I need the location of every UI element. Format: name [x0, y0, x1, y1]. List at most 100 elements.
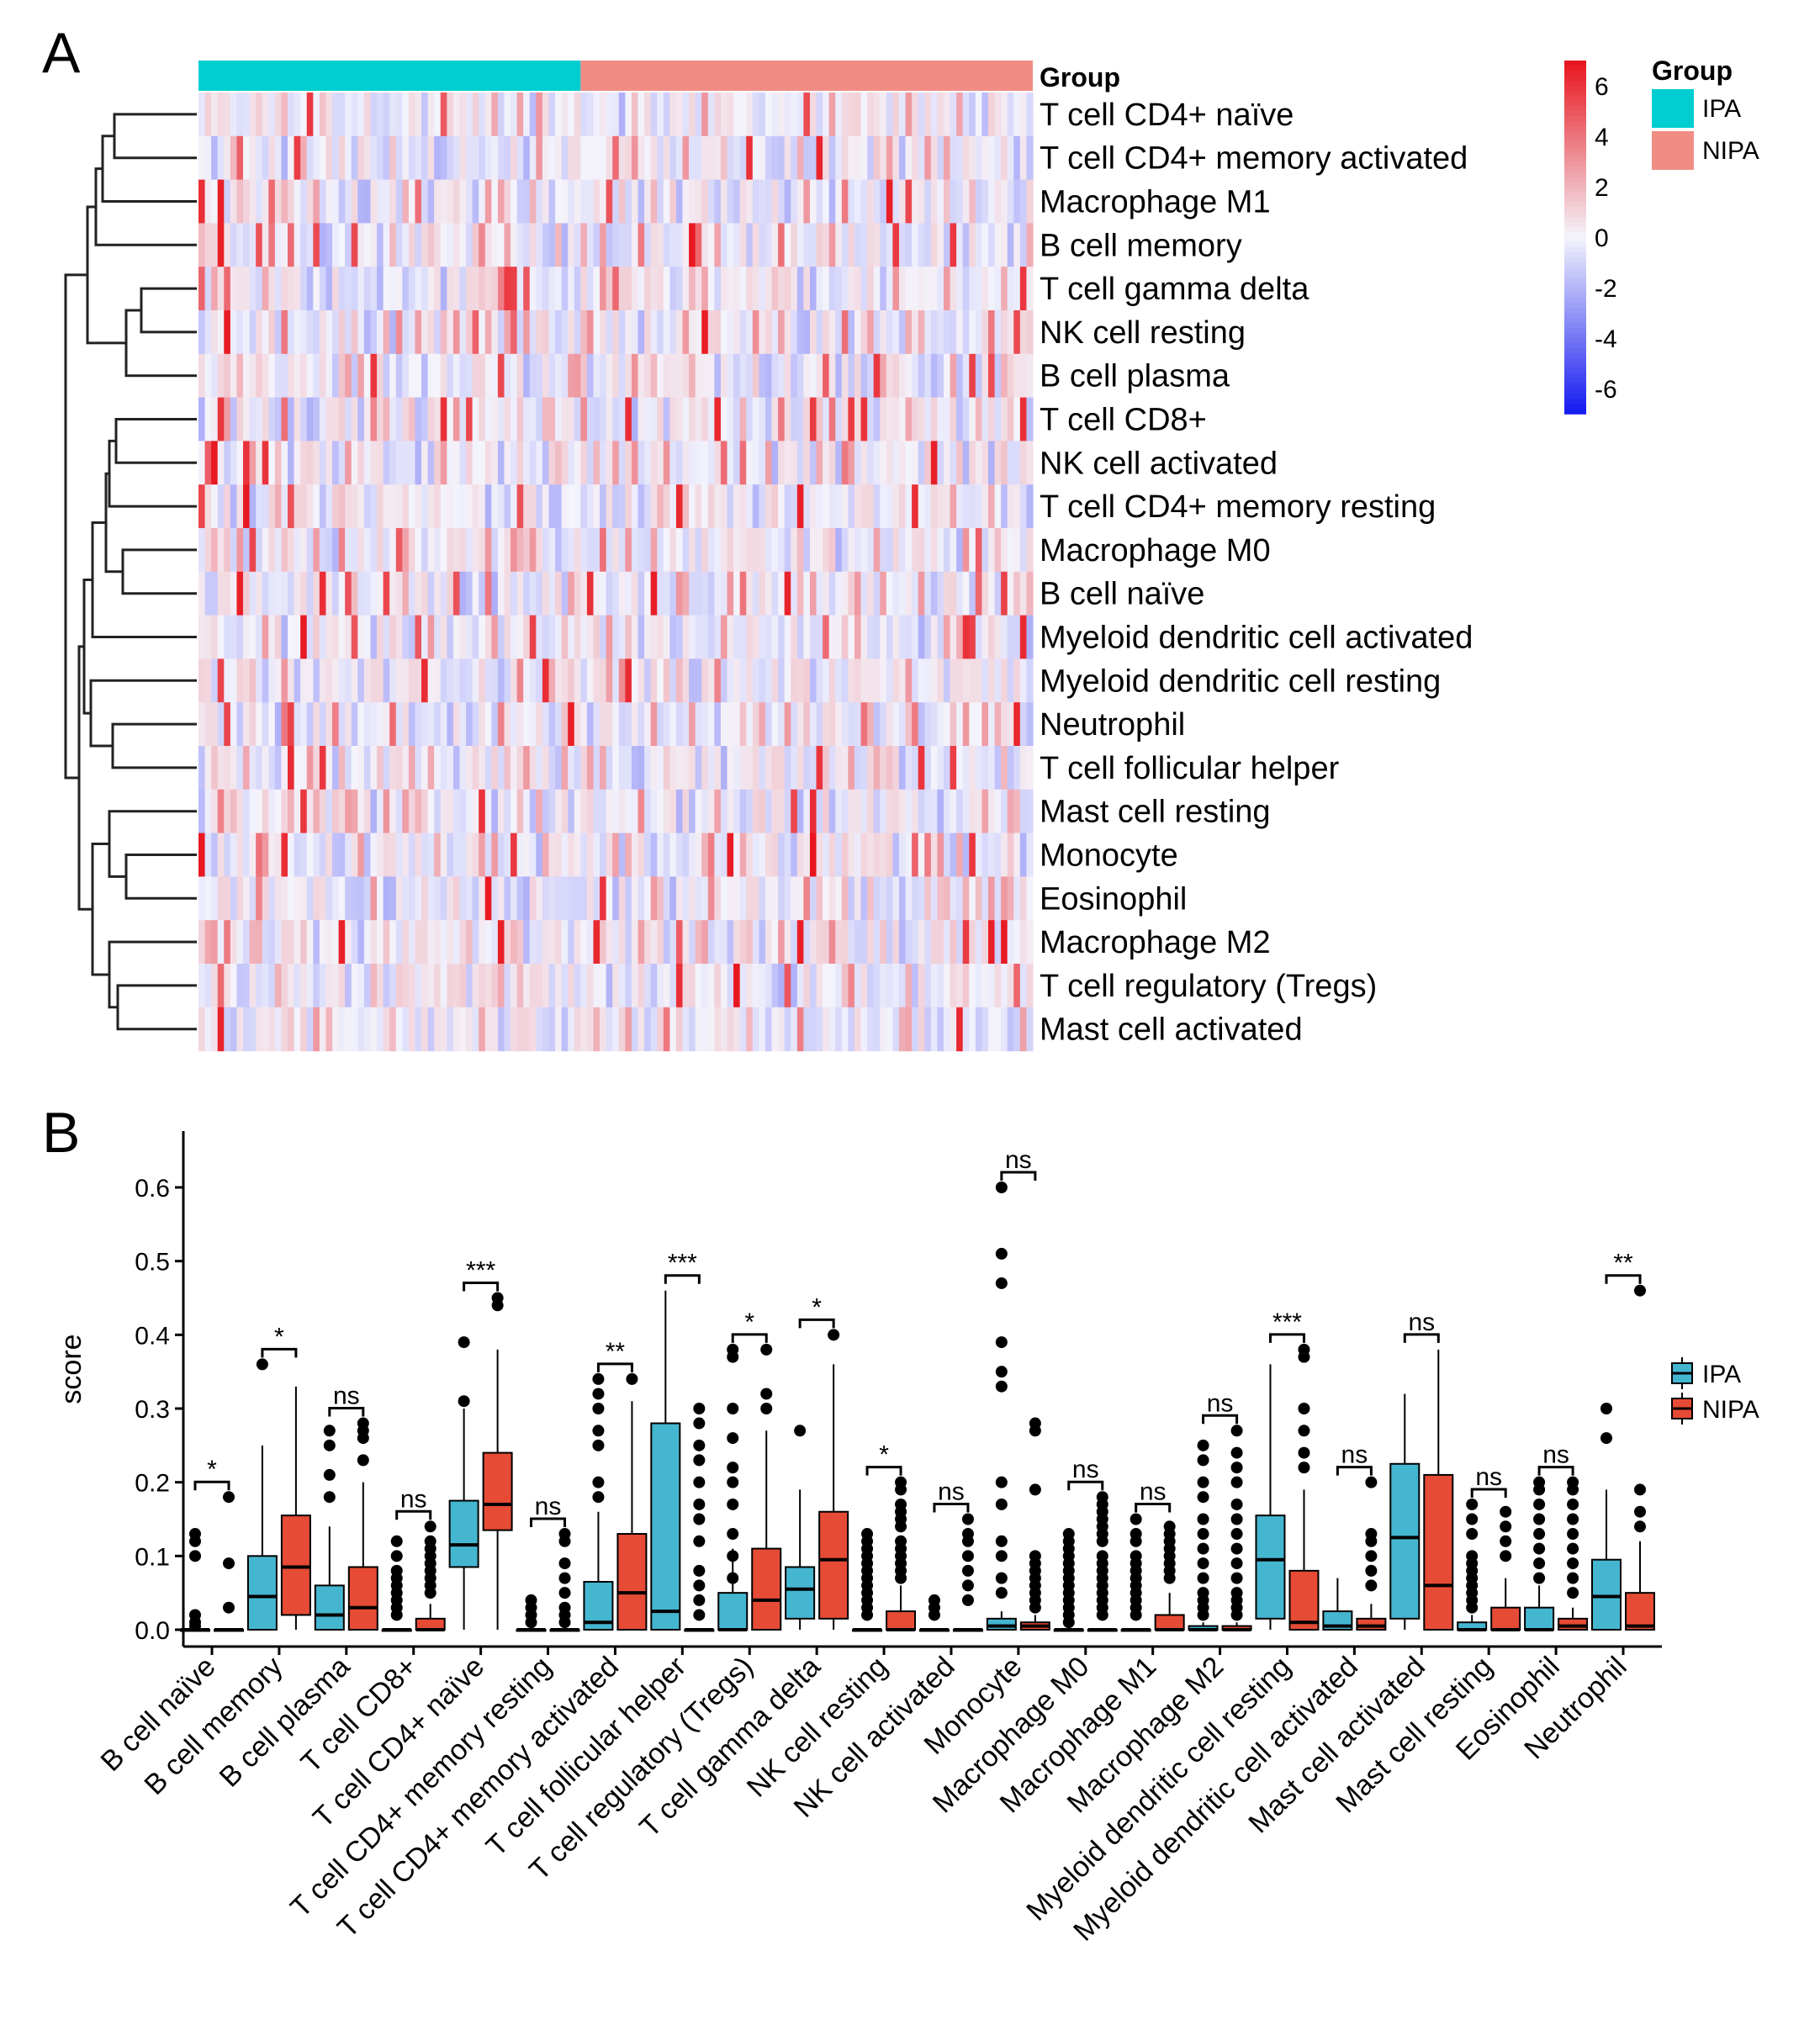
heatmap-cell	[937, 920, 944, 965]
heatmap-cell	[427, 93, 435, 137]
heatmap-cell	[695, 397, 702, 441]
heatmap-cell	[288, 93, 295, 137]
box-outlier	[1567, 1557, 1579, 1570]
heatmap-cell	[548, 528, 556, 573]
heatmap-cell	[994, 93, 1002, 137]
heatmap-cell	[427, 397, 435, 441]
heatmap-cell	[631, 702, 639, 747]
heatmap-cell	[765, 571, 773, 616]
heatmap-cell	[950, 702, 957, 747]
box-outlier	[424, 1520, 436, 1533]
heatmap-cell	[377, 179, 384, 224]
heatmap-cell	[211, 441, 219, 485]
heatmap-cell	[561, 658, 569, 703]
heatmap-cell	[695, 658, 702, 703]
heatmap-cell	[363, 920, 372, 965]
heatmap-cell	[796, 353, 804, 399]
heatmap-cell	[657, 441, 664, 485]
heatmap-cell	[1013, 441, 1021, 485]
heatmap-cell	[586, 833, 595, 877]
heatmap-cell	[363, 179, 372, 224]
heatmap-cell	[924, 746, 932, 790]
heatmap-cell	[841, 658, 849, 703]
heatmap-cell	[701, 833, 709, 877]
heatmap-cell	[274, 441, 283, 485]
heatmap-cell	[452, 223, 461, 267]
heatmap-cell	[370, 615, 378, 659]
heatmap-cell	[873, 658, 881, 703]
heatmap-cell	[867, 920, 875, 965]
heatmap-cell	[950, 179, 957, 224]
heatmap-cell	[631, 223, 639, 267]
heatmap-cell	[555, 179, 563, 224]
heatmap-cell	[873, 310, 881, 355]
heatmap-cell	[663, 484, 670, 529]
heatmap-cell	[262, 658, 269, 703]
heatmap-cell	[402, 93, 410, 137]
heatmap-cell	[345, 267, 352, 311]
significance-label: ns	[333, 1382, 360, 1410]
heatmap-cell	[504, 310, 511, 355]
heatmap-cell	[332, 658, 340, 703]
heatmap-cell	[484, 179, 492, 224]
heatmap-cell	[618, 397, 626, 441]
heatmap-cell	[574, 179, 581, 224]
heatmap-cell	[816, 658, 823, 703]
heatmap-cell	[236, 920, 244, 965]
heatmap-cell	[427, 615, 435, 659]
heatmap-cell	[586, 484, 595, 529]
box-group: ns	[516, 1493, 580, 1655]
heatmap-cell	[987, 310, 996, 355]
heatmap-cell	[625, 397, 632, 441]
box-outlier	[861, 1609, 874, 1621]
heatmap-cell	[707, 93, 715, 137]
heatmap-cell	[733, 179, 741, 224]
heatmap-cell	[561, 746, 569, 790]
heatmap-cell	[345, 441, 352, 485]
color-scale-segment	[1564, 338, 1586, 344]
heatmap-cell	[898, 441, 907, 485]
dendrogram-branch	[111, 722, 197, 769]
heatmap-cell	[600, 702, 607, 747]
heatmap-cell	[695, 441, 702, 485]
heatmap-cell	[987, 397, 996, 441]
heatmap-cell	[415, 353, 422, 399]
heatmap-cell	[886, 484, 894, 529]
heatmap-cell	[447, 353, 454, 399]
heatmap-cell	[408, 223, 416, 267]
box-outlier	[458, 1395, 470, 1408]
heatmap-cell	[408, 658, 416, 703]
heatmap-cell	[491, 223, 499, 267]
heatmap-cell	[841, 223, 849, 267]
box-groups: **nsns***ns********nsnsnsnsns***nsnsnsns…	[180, 1146, 1655, 1655]
heatmap-cell	[860, 353, 868, 399]
heatmap-cell	[548, 397, 556, 441]
heatmap-cell	[638, 789, 645, 834]
heatmap-cell	[848, 135, 855, 181]
heatmap-cell	[962, 135, 970, 181]
heatmap-cell	[224, 702, 231, 747]
heatmap-cell	[586, 441, 595, 485]
heatmap-cell	[867, 397, 875, 441]
heatmap-cell	[778, 746, 786, 790]
heatmap-cell	[791, 702, 798, 747]
heatmap-cell	[542, 746, 550, 790]
color-scale-segment	[1564, 257, 1586, 263]
heatmap-cell	[600, 964, 607, 1008]
box-outlier	[895, 1483, 907, 1496]
heatmap-cell	[288, 179, 295, 224]
heatmap-cell	[249, 920, 257, 965]
heatmap-cell	[880, 571, 887, 616]
heatmap-cell	[561, 267, 569, 311]
heatmap-cell	[912, 789, 919, 834]
heatmap-cell	[472, 571, 479, 616]
heatmap-cell	[809, 528, 817, 573]
heatmap-cell	[466, 441, 474, 485]
color-scale-segment	[1564, 227, 1586, 233]
heatmap-cell	[644, 528, 652, 573]
heatmap-cell	[536, 267, 543, 311]
heatmap-cell	[803, 789, 811, 834]
heatmap-cell	[555, 615, 563, 659]
heatmap-cell	[733, 93, 741, 137]
heatmap-cell	[695, 353, 702, 399]
